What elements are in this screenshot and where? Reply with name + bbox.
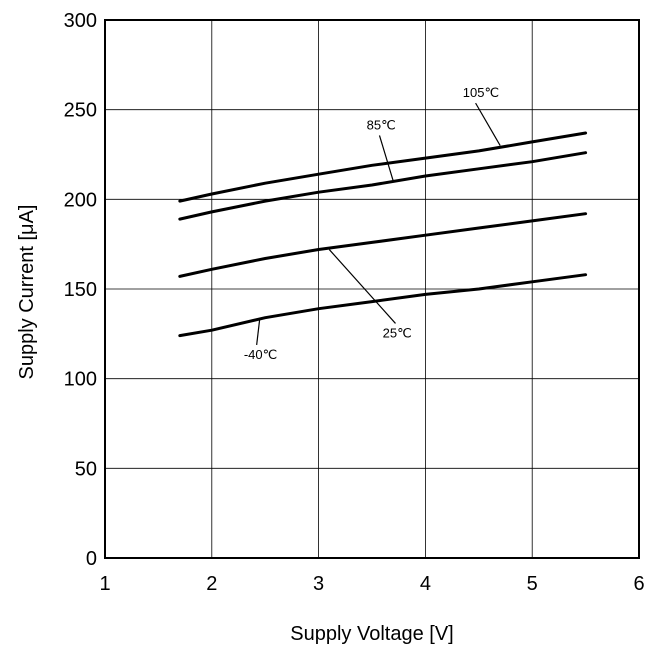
plot-frame [104,19,640,559]
x-tick-label: 4 [420,573,431,595]
series-line [178,151,588,221]
x-axis-title: Supply Voltage [V] [290,623,453,645]
x-tick-label: 1 [99,573,110,595]
series-line [178,212,588,278]
series-label: 25℃ [383,325,412,340]
series-label: -40℃ [244,347,277,362]
series-label: 85℃ [367,117,396,132]
y-tick-label: 150 [64,279,97,301]
series-line [178,131,588,203]
y-tick-label: 0 [86,548,97,570]
annotations: 105℃ 85℃ 25℃ -40℃ [244,85,501,362]
x-tick-label: 3 [313,573,324,595]
x-tick-label: 2 [206,573,217,595]
grid-lines [105,20,639,558]
series-line [178,273,588,338]
y-tick-label: 50 [75,458,97,480]
y-tick-label: 200 [64,189,97,211]
tick-labels: 1 2 3 4 5 6 0 50 100 150 200 250 300 [64,10,645,595]
annotation-leader [378,135,394,182]
series-label: 105℃ [463,85,499,100]
x-tick-label: 6 [633,573,644,595]
y-axis-title: Supply Current [μA] [16,205,38,380]
annotation-leader [256,317,261,346]
annotation-leader [328,249,396,324]
x-tick-label: 5 [527,573,538,595]
y-tick-label: 100 [64,369,97,391]
y-tick-label: 300 [64,10,97,32]
series-lines [178,131,588,338]
annotation-leader [475,102,501,146]
y-tick-label: 250 [64,100,97,122]
